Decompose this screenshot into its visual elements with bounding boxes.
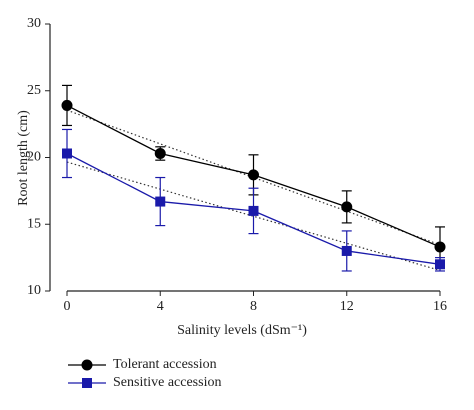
legend-marker: [82, 378, 92, 388]
x-tick-label: 8: [250, 299, 257, 314]
legend-label: Tolerant accession: [113, 357, 217, 372]
marker: [155, 196, 166, 207]
marker: [248, 169, 259, 181]
x-tick-label: 16: [433, 299, 447, 314]
y-tick-label: 30: [27, 16, 41, 31]
marker: [435, 259, 445, 270]
trend-line: [66, 161, 441, 272]
marker: [341, 245, 352, 256]
marker: [434, 241, 446, 253]
legend-label: Sensitive accession: [113, 375, 221, 390]
x-tick-label: 12: [340, 299, 354, 314]
y-axis-label: Root length (cm): [16, 110, 31, 206]
marker: [62, 148, 72, 159]
x-axis-label: Salinity levels (dSm⁻¹): [177, 323, 307, 338]
y-tick-label: 20: [27, 150, 41, 165]
x-tick-label: 4: [157, 299, 164, 314]
x-tick-label: 0: [64, 299, 71, 314]
y-tick-label: 10: [27, 283, 41, 298]
y-tick-label: 15: [27, 216, 41, 231]
marker: [248, 205, 259, 216]
legend-marker: [81, 359, 93, 371]
marker: [341, 201, 353, 213]
y-tick-label: 25: [27, 83, 41, 98]
marker: [154, 147, 166, 159]
marker: [61, 99, 73, 111]
